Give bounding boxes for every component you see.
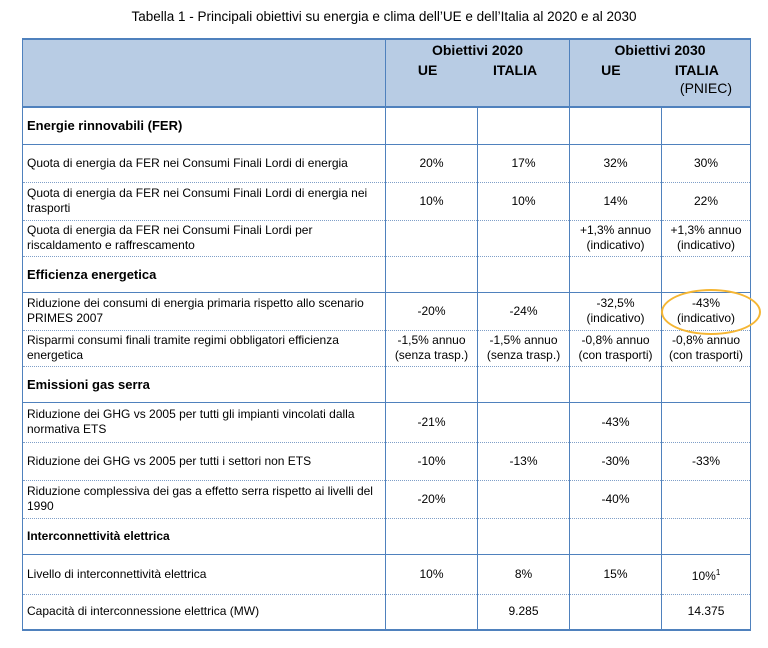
cell-italia-2020 [476, 480, 571, 519]
row-label: Livello di interconnettività elettrica [22, 554, 386, 595]
table-row: Quota di energia da FER nei Consumi Fina… [22, 144, 752, 183]
cell-ue-2020: -20% [385, 292, 478, 331]
row-label: Riduzione dei GHG vs 2005 per tutti i se… [22, 442, 386, 481]
header-pniec: (PNIEC) [679, 80, 733, 96]
table-row: Capacità di interconnessione elettrica (… [22, 594, 752, 631]
cell-ue-2020: 10% [385, 182, 478, 221]
row-label: Quota di energia da FER nei Consumi Fina… [22, 144, 386, 183]
cell-italia-2030: -0,8% annuo (con trasporti) [661, 330, 752, 367]
cell-italia-2030: 10%1 [661, 554, 752, 595]
cell-italia-2030: -33% [661, 442, 752, 481]
cell-italia-2020: -13% [476, 442, 571, 481]
section-title: Emissioni gas serra [22, 366, 386, 403]
section-row-fer: Energie rinnovabili (FER) [22, 107, 752, 145]
row-label: Riduzione dei consumi di energia primari… [22, 292, 386, 331]
cell-value: 10% [691, 568, 716, 583]
cell-italia-2020: -24% [476, 292, 571, 331]
cell-ue-2020 [385, 220, 478, 257]
cell-ue-2030: -0,8% annuo (con trasporti) [569, 330, 663, 367]
objectives-table: Obiettivi 2020 UE ITALIA Obiettivi 2030 U… [22, 38, 752, 631]
cell-ue-2030: -43% [569, 402, 663, 443]
highlight-circle [661, 289, 761, 335]
cell-italia-2030 [661, 402, 752, 443]
cell-ue-2030: +1,3% annuo (indicativo) [569, 220, 663, 257]
cell-ue-2020: -20% [385, 480, 478, 519]
cell-italia-2030: +1,3% annuo (indicativo) [661, 220, 752, 257]
cell-italia-2030 [661, 480, 752, 519]
cell-ue-2020: 10% [385, 554, 478, 595]
section-title: Interconnettività elettrica [22, 518, 386, 555]
cell-italia-2020 [476, 220, 571, 257]
footnote-marker: 1 [715, 567, 721, 577]
header-2030-ue: UE [601, 62, 621, 78]
cell-italia-2020: 10% [476, 182, 571, 221]
cell-ue-2030: 15% [569, 554, 663, 595]
table-row: Riduzione dei GHG vs 2005 per tutti gli … [22, 402, 752, 443]
table-row: Riduzione dei consumi di energia primari… [22, 292, 752, 331]
cell-ue-2020: -10% [385, 442, 478, 481]
header-2030-italia: ITALIA [674, 62, 719, 78]
table-row: Riduzione dei GHG vs 2005 per tutti i se… [22, 442, 752, 481]
header-2030: Obiettivi 2030 UE ITALIA (PNIEC) [569, 38, 752, 108]
cell-ue-2030: -30% [569, 442, 663, 481]
header-2020-italia: ITALIA [493, 62, 538, 78]
row-label: Capacità di interconnessione elettrica (… [22, 594, 386, 631]
cell-ue-2020: -21% [385, 402, 478, 443]
cell-ue-2030: 14% [569, 182, 663, 221]
header-2030-label: Obiettivi 2030 [614, 42, 706, 58]
table-row: Quota di energia da FER nei Consumi Fina… [22, 220, 752, 257]
cell-italia-2020: -1,5% annuo (senza trasp.) [476, 330, 571, 367]
cell-ue-2020 [385, 594, 478, 631]
cell-ue-2030: -40% [569, 480, 663, 519]
row-label: Quota di energia da FER nei Consumi Fina… [22, 182, 386, 221]
table-row: Risparmi consumi finali tramite regimi o… [22, 330, 752, 367]
cell-italia-2020: 17% [476, 144, 571, 183]
header-2020: Obiettivi 2020 UE ITALIA [384, 38, 571, 108]
section-title: Energie rinnovabili (FER) [22, 107, 386, 145]
table-row: Livello di interconnettività elettrica 1… [22, 554, 752, 595]
cell-ue-2020: 20% [385, 144, 478, 183]
header-2020-ue: UE [417, 62, 438, 78]
section-title: Efficienza energetica [22, 256, 386, 293]
cell-ue-2020: -1,5% annuo (senza trasp.) [385, 330, 478, 367]
table-header: Obiettivi 2020 UE ITALIA Obiettivi 2030 U… [22, 38, 752, 108]
table-caption: Tabella 1 - Principali obiettivi su ener… [131, 9, 637, 24]
table-row: Quota di energia da FER nei Consumi Fina… [22, 182, 752, 221]
cell-italia-2020 [476, 402, 571, 443]
cell-ue-2030: 32% [569, 144, 663, 183]
header-empty-cell [22, 38, 386, 108]
section-row-interconnection: Interconnettività elettrica [22, 518, 752, 555]
cell-italia-2030: 30% [661, 144, 752, 183]
row-label: Quota di energia da FER nei Consumi Fina… [22, 220, 386, 257]
row-label: Risparmi consumi finali tramite regimi o… [22, 330, 386, 367]
header-2020-label: Obiettivi 2020 [431, 42, 524, 58]
cell-ue-2030: -32,5% (indicativo) [569, 292, 663, 331]
table-row: Riduzione complessiva dei gas a effetto … [22, 480, 752, 519]
row-label: Riduzione complessiva dei gas a effetto … [22, 480, 386, 519]
cell-italia-2020: 9.285 [476, 594, 571, 631]
section-row-efficiency: Efficienza energetica [22, 256, 752, 293]
row-label: Riduzione dei GHG vs 2005 per tutti gli … [22, 402, 386, 443]
cell-italia-2030: 22% [661, 182, 752, 221]
section-row-ghg: Emissioni gas serra [22, 366, 752, 403]
cell-italia-2020: 8% [476, 554, 571, 595]
cell-italia-2030: 14.375 [661, 594, 752, 631]
cell-ue-2030 [569, 594, 663, 631]
